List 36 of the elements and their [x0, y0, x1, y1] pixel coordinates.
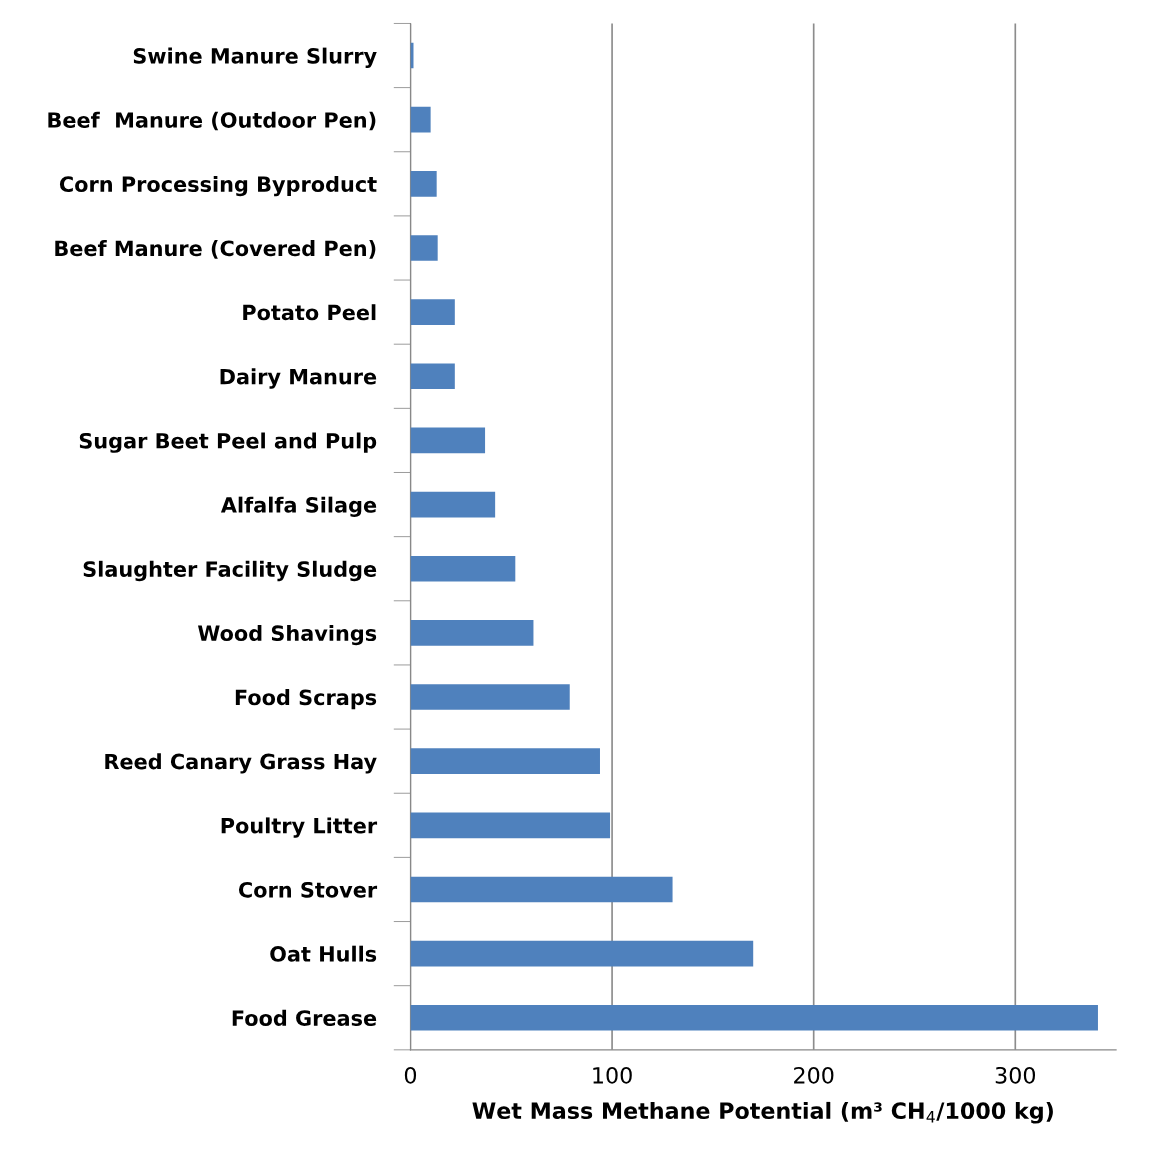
y-tick-label: Corn Stover	[238, 881, 378, 898]
y-tick-label: Alfalfa Silage	[220, 496, 377, 517]
y-tick-label: Wood Shavings	[197, 624, 377, 646]
y-tick-label: Sugar Beet Peel and Pulp	[79, 432, 377, 453]
y-tick-label: Slaughter Facility Sludge	[83, 560, 377, 582]
x-tick-label: 300	[995, 1066, 1036, 1084]
bar	[410, 940, 754, 967]
y-tick-label: Poultry Litter	[221, 817, 378, 838]
bar	[410, 363, 455, 390]
x-axis-title: Wet Mass Methane Potential (m³ CH$_{4}$/1000 kg)	[472, 1101, 1053, 1124]
bar	[410, 427, 486, 454]
bar	[410, 491, 496, 518]
y-tick-label: Oat Hulls	[270, 945, 377, 962]
bar	[410, 876, 673, 903]
bar	[410, 812, 611, 839]
y-tick-label: Corn Processing Byproduct	[59, 175, 377, 197]
bar	[410, 748, 600, 774]
bar	[410, 620, 534, 646]
bar	[410, 299, 455, 325]
bar	[410, 555, 516, 582]
bar	[410, 235, 438, 261]
bar	[410, 106, 431, 133]
x-tick-label: 200	[794, 1066, 834, 1084]
y-tick-label: Swine Manure Slurry	[133, 47, 377, 68]
bar	[410, 684, 570, 710]
x-tick-label: 100	[593, 1066, 632, 1084]
y-tick-label: Reed Canary Grass Hay	[105, 753, 377, 774]
y-tick-label: Beef Manure (Outdoor Pen)	[48, 111, 376, 131]
y-tick-label: Potato Peel	[243, 304, 376, 321]
x-tick-label: 0	[404, 1066, 417, 1084]
y-tick-label: Food Scraps	[235, 689, 377, 710]
y-tick-label: Beef Manure (Covered Pen)	[55, 240, 376, 259]
bar	[410, 1004, 1098, 1031]
y-tick-label: Dairy Manure	[220, 368, 377, 389]
bar	[410, 171, 437, 197]
y-tick-label: Food Grease	[232, 1009, 377, 1026]
